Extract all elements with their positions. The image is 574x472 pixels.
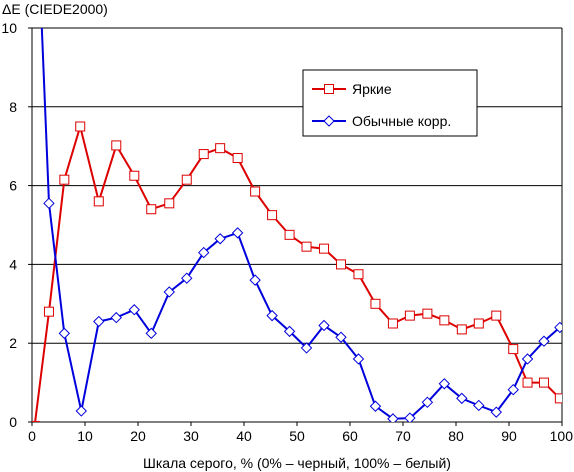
series-layer [32, 28, 562, 422]
y-tick-label-4: 4 [9, 256, 17, 272]
series-1-point-29 [521, 353, 534, 365]
series-0-point-8 [164, 198, 175, 209]
series-1-point-27 [490, 406, 502, 418]
series-0-point-24 [439, 315, 450, 326]
x-tick-label-50: 50 [289, 428, 305, 444]
series-0-point-26 [473, 318, 484, 329]
series-1-point-12 [231, 227, 244, 239]
series-1-point-4 [93, 315, 105, 328]
series-0-point-10 [198, 149, 209, 160]
series-0-point-23 [422, 308, 433, 319]
series-1-point-13 [249, 274, 261, 286]
x-tick-label-0: 0 [28, 428, 36, 444]
series-1-point-6 [128, 304, 140, 316]
y-axis-title: ΔE (CIEDE2000) [2, 1, 108, 17]
y-tick-label-8: 8 [9, 99, 17, 115]
series-1-point-26 [473, 399, 485, 412]
series-0-point-31 [554, 393, 562, 404]
series-line-0 [34, 125, 561, 422]
x-tick-labels: 0 10 20 30 40 50 60 70 80 90 100 [28, 422, 573, 444]
series-0-point-2 [59, 174, 70, 185]
y-tick-label-2: 2 [9, 335, 17, 351]
x-tick-label-80: 80 [448, 428, 464, 444]
series-1-point-16 [300, 342, 313, 354]
y-tick-labels: 0 2 4 6 8 10 [1, 20, 32, 430]
y-tick-label-10: 10 [1, 20, 17, 36]
series-0-point-30 [538, 377, 549, 388]
x-tick-label-100: 100 [550, 428, 574, 444]
series-0-point-28 [508, 344, 519, 355]
series-0-point-25 [456, 324, 467, 335]
series-0-point-27 [491, 310, 502, 321]
series-1-point-11 [214, 233, 226, 245]
x-tick-label-40: 40 [236, 428, 252, 444]
series-0-point-29 [522, 377, 533, 388]
series-0-point-16 [301, 241, 312, 252]
series-1-point-21 [387, 413, 399, 422]
series-1-point-15 [283, 325, 296, 338]
series-0-point-21 [387, 318, 398, 329]
series-1-point-20 [369, 400, 382, 412]
series-0-point-13 [250, 186, 261, 197]
series-1-point-10 [198, 246, 210, 259]
x-tick-label-60: 60 [342, 428, 358, 444]
legend-marker-bright [324, 84, 334, 94]
series-1-point-8 [163, 286, 175, 298]
x-axis-title: Шкала серого, % (0% – черный, 100% – бел… [143, 455, 451, 471]
series-0-point-14 [267, 210, 278, 221]
y-tick-label-6: 6 [9, 178, 17, 194]
series-0-point-18 [335, 259, 346, 270]
series-0-point-4 [93, 196, 104, 207]
series-1-point-24 [438, 378, 451, 390]
series-1-point-7 [145, 327, 157, 340]
legend-label-bright: Яркие [352, 81, 392, 97]
series-1-point-9 [181, 272, 193, 284]
legend-label-normal: Обычные корр. [352, 113, 451, 129]
x-tick-label-30: 30 [183, 428, 199, 444]
series-0-point-12 [232, 153, 243, 164]
series-1-point-19 [352, 353, 365, 365]
y-tick-label-0: 0 [9, 414, 17, 430]
series-1-point-25 [456, 392, 468, 405]
series-0-point-20 [370, 298, 381, 309]
plot-frame [31, 28, 563, 423]
legend: Яркие Обычные корр. [302, 69, 478, 137]
series-1-point-18 [335, 331, 347, 343]
series-0-point-22 [404, 310, 415, 321]
series-1-point-23 [421, 396, 434, 409]
series-0-point-17 [319, 243, 330, 254]
series-0-point-1 [43, 306, 54, 317]
series-line-1 [40, 28, 561, 420]
x-tick-label-10: 10 [77, 428, 93, 444]
series-0-point-15 [284, 229, 295, 240]
series-0-point-3 [75, 121, 86, 132]
series-1-point-31 [554, 321, 562, 334]
series-1-point-30 [538, 335, 550, 347]
series-1-point-2 [58, 327, 71, 340]
series-0-point-11 [215, 143, 226, 154]
series-1-point-1 [43, 197, 55, 210]
series-0-point-5 [111, 140, 122, 151]
series-0-point-0 [32, 420, 40, 422]
legend-marker-normal [323, 115, 335, 127]
x-tick-label-70: 70 [395, 428, 411, 444]
series-0-point-9 [181, 174, 192, 185]
series-0-point-19 [353, 269, 364, 280]
series-1-point-17 [318, 319, 330, 332]
series-1-point-28 [507, 383, 519, 396]
series-1-point-22 [404, 412, 416, 422]
legend-box [302, 69, 478, 137]
series-0-point-6 [129, 170, 140, 181]
gridlines [32, 27, 562, 344]
series-1-point-3 [75, 405, 87, 417]
x-tick-label-90: 90 [501, 428, 517, 444]
series-1-point-14 [266, 309, 278, 322]
series-1-point-5 [110, 311, 122, 324]
x-tick-label-20: 20 [130, 428, 146, 444]
series-0-point-7 [146, 204, 157, 215]
